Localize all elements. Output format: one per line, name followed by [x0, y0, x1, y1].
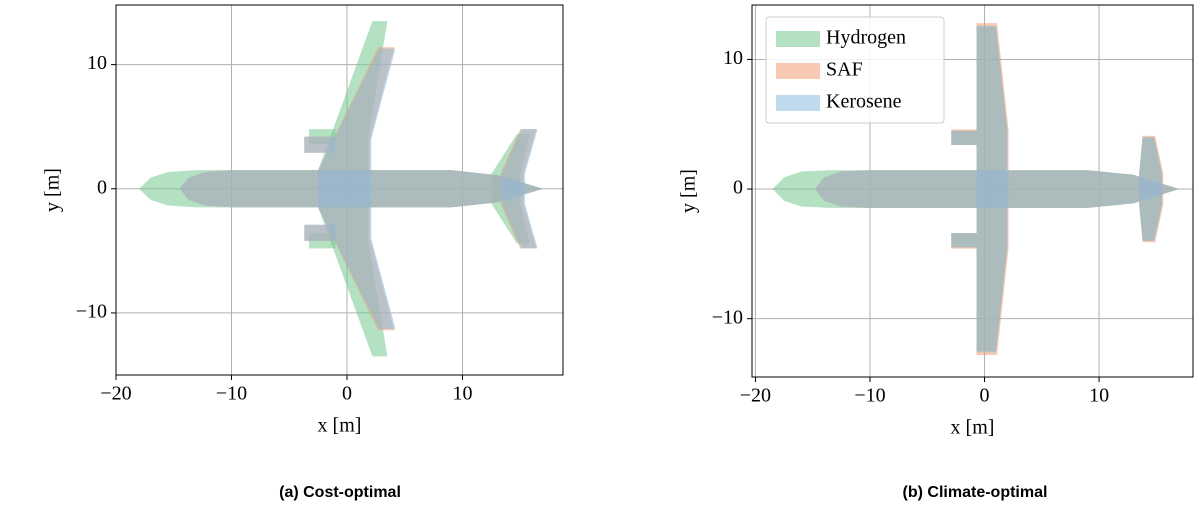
legend-swatch — [776, 63, 820, 79]
planform-part — [951, 233, 977, 248]
planform-part — [304, 224, 336, 241]
y-tick-label: 10 — [723, 47, 743, 69]
x-tick-label: −20 — [100, 383, 131, 405]
y-axis-label: y [m] — [42, 168, 64, 212]
legend-label: SAF — [826, 59, 863, 81]
y-tick-label: 0 — [733, 177, 743, 199]
planform-part — [1139, 137, 1163, 241]
x-tick-label: −10 — [216, 383, 247, 405]
caption: (a) Cost-optimal — [279, 484, 401, 501]
planform-part — [976, 25, 1008, 353]
axes-frame — [115, 4, 564, 376]
legend-label: Hydrogen — [826, 27, 906, 49]
caption: (b) Climate-optimal — [903, 484, 1048, 501]
x-tick-label: 10 — [1089, 385, 1109, 407]
planform-part — [318, 48, 396, 330]
x-tick-label: 10 — [453, 383, 473, 405]
x-tick-label: −10 — [854, 385, 885, 407]
planform-part — [304, 136, 336, 153]
y-tick-label: −10 — [712, 306, 743, 328]
x-tick-label: −20 — [740, 385, 771, 407]
y-tick-label: −10 — [76, 301, 107, 323]
planform-part — [501, 129, 538, 249]
x-tick-label: 0 — [980, 385, 990, 407]
y-tick-label: 0 — [97, 176, 107, 198]
planform-part — [951, 130, 977, 145]
x-tick-label: 0 — [342, 383, 352, 405]
y-axis-label: y [m] — [678, 169, 700, 213]
axes-frame — [751, 4, 1194, 378]
legend-swatch — [776, 95, 820, 111]
y-tick-label: 10 — [87, 52, 107, 74]
x-axis-label: x [m] — [951, 417, 995, 439]
legend-swatch — [776, 31, 820, 47]
legend-label: Kerosene — [826, 91, 902, 113]
x-axis-label: x [m] — [318, 415, 362, 437]
